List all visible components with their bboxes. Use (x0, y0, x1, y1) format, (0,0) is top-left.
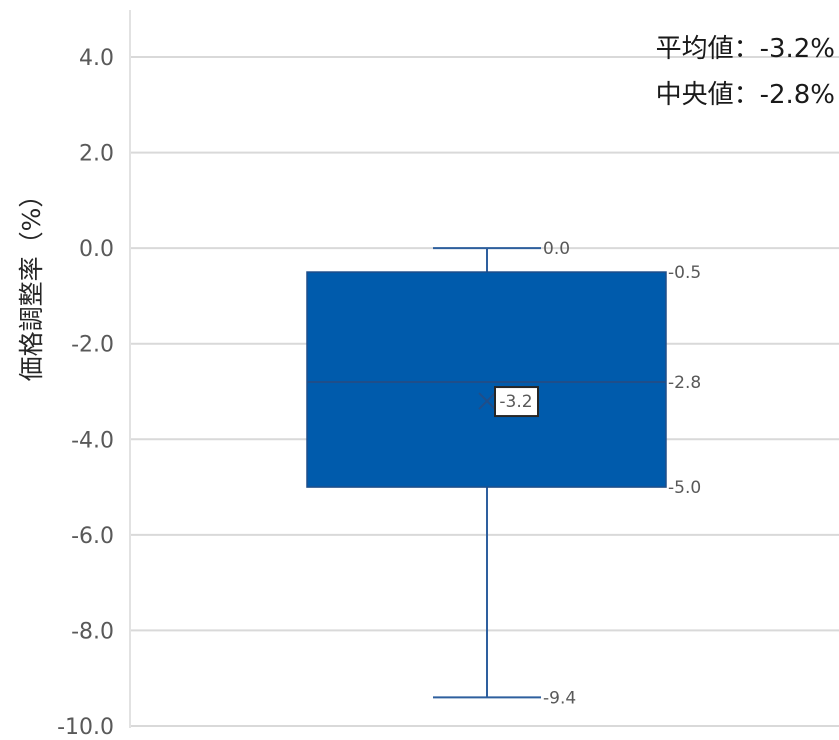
data-label-whisker-max: 0.0 (543, 239, 570, 259)
mean-marker (478, 392, 496, 410)
y-tick-label: 2.0 (79, 142, 114, 167)
data-label-mean: -3.2 (499, 392, 532, 412)
mean-annotation: 平均値：-3.2% (655, 34, 835, 64)
y-tick-label: 4.0 (79, 46, 114, 71)
y-tick-label: -10.0 (57, 715, 114, 740)
y-tick-label: -6.0 (71, 524, 114, 549)
data-label-q1: -5.0 (668, 478, 701, 498)
mean-label-box (494, 386, 539, 418)
y-tick-label: -2.0 (71, 333, 114, 358)
y-tick-label: -8.0 (71, 619, 114, 644)
median-annotation: 中央値：-2.8% (655, 80, 835, 110)
data-label-whisker-min: -9.4 (543, 688, 576, 708)
data-labels: 0.0 -0.5 -2.8 -5.0 -9.4 -3.2 (494, 239, 701, 708)
y-axis-label: 価格調整率（%） (17, 183, 46, 382)
y-axis-ticks: 4.0 2.0 0.0 -2.0 -4.0 -6.0 -8.0 -10.0 (57, 46, 114, 740)
y-tick-label: 0.0 (79, 237, 114, 262)
data-label-q3: -0.5 (668, 263, 701, 283)
box-plot (306, 247, 667, 699)
interquartile-box (306, 271, 667, 488)
data-label-median: -2.8 (668, 373, 701, 393)
y-tick-label: -4.0 (71, 428, 114, 453)
